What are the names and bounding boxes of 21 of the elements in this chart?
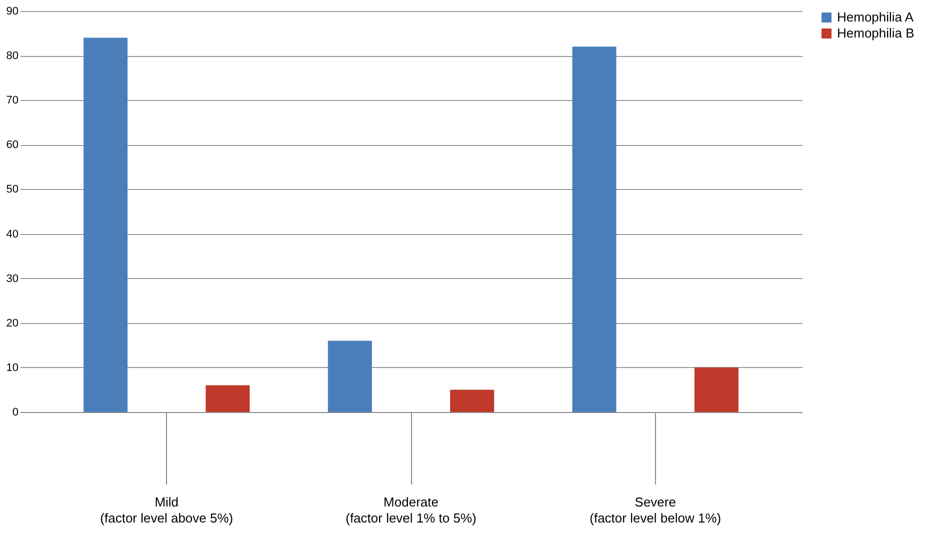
x-tick-label: Mild (factor level above 5%): [100, 494, 234, 526]
y-tick-label: 50: [6, 184, 18, 196]
y-tick-label: 30: [6, 272, 18, 285]
y-tick-label: 60: [6, 139, 18, 152]
y-tick-label: 80: [6, 50, 18, 62]
bar: [450, 390, 494, 412]
y-tick-label: 70: [6, 94, 18, 107]
bar: [84, 38, 128, 412]
legend-label: Hemophilia A: [837, 10, 914, 24]
x-tick-label: Moderate (factor level 1% to 5%): [346, 494, 476, 526]
bar: [694, 367, 738, 412]
y-tick-label: 40: [6, 228, 18, 240]
bar: [572, 46, 616, 412]
bar: [328, 340, 372, 412]
y-tick-label: 10: [6, 362, 18, 374]
y-tick-label: 20: [6, 317, 18, 330]
x-tick-label: Severe (factor level below 1%): [590, 494, 722, 526]
y-tick-label: 90: [6, 6, 18, 18]
bar: [206, 385, 250, 412]
legend-label: Hemophilia B: [837, 26, 914, 40]
y-tick-label: 0: [12, 406, 18, 418]
